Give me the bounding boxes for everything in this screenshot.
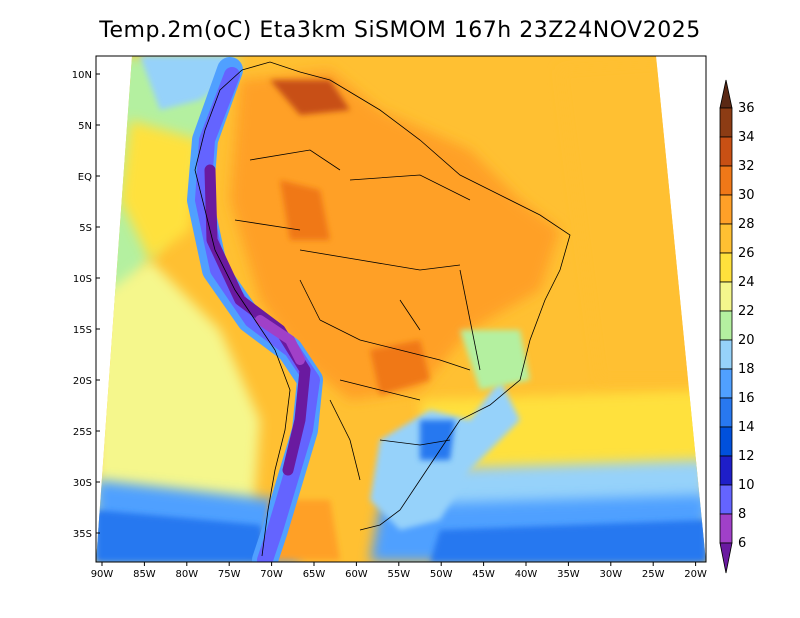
colorbar-swatch xyxy=(719,484,733,515)
lat-tick-label: 10N xyxy=(72,70,92,81)
colorbar-swatch xyxy=(719,310,733,341)
political-boundaries xyxy=(194,61,571,557)
colorbar-level-label: 34 xyxy=(738,130,755,145)
colorbar-swatch xyxy=(719,252,733,283)
lon-tick-label: 75W xyxy=(218,569,241,580)
colorbar-level-label: 28 xyxy=(738,217,755,232)
lat-tick-label: 15S xyxy=(73,325,92,336)
map-frame xyxy=(95,55,707,563)
lat-tick-label: 30S xyxy=(73,478,92,489)
colorbar-level-label: 24 xyxy=(738,275,755,290)
lon-tick-label: 60W xyxy=(345,569,368,580)
colorbar-swatch xyxy=(719,426,733,457)
colorbar-swatch xyxy=(719,223,733,254)
colorbar-level-label: 22 xyxy=(738,304,755,319)
colorbar-swatch xyxy=(719,397,733,428)
colorbar-level-label: 32 xyxy=(738,159,755,174)
colorbar-arrow-bottom xyxy=(719,542,733,574)
lon-tick-label: 80W xyxy=(175,569,198,580)
lon-tick-label: 40W xyxy=(515,569,538,580)
colorbar-level-label: 12 xyxy=(738,449,755,464)
colorbar-level-label: 16 xyxy=(738,391,755,406)
lat-tick-label: 10S xyxy=(73,274,92,285)
colorbar-level-label: 8 xyxy=(738,507,746,522)
lon-tick-label: 25W xyxy=(642,569,665,580)
colorbar-swatch xyxy=(719,107,733,138)
lat-tick-label: EQ xyxy=(78,172,92,183)
colorbar-swatch xyxy=(719,165,733,196)
colorbar-swatch xyxy=(719,339,733,370)
colorbar-level-label: 10 xyxy=(738,478,755,493)
colorbar-level-label: 20 xyxy=(738,333,755,348)
colorbar-swatch xyxy=(719,194,733,225)
colorbar-arrow-top xyxy=(719,79,733,109)
lon-tick-label: 85W xyxy=(133,569,156,580)
colorbar-level-label: 18 xyxy=(738,362,755,377)
colorbar-swatch xyxy=(719,513,733,544)
lat-tick-label: 25S xyxy=(73,427,92,438)
lon-tick-label: 70W xyxy=(260,569,283,580)
colorbar-swatch xyxy=(719,368,733,399)
colorbar-swatch xyxy=(719,136,733,167)
map-title: Temp.2m(oC) Eta3km SiSMOM 167h 23Z24NOV2… xyxy=(99,18,701,43)
latitude-axis: 10N 5N EQ 5S 10S 15S 20S 25S 30S 35S xyxy=(72,70,100,540)
colorbar-swatch xyxy=(719,455,733,486)
lon-tick-label: 50W xyxy=(430,569,453,580)
temperature-field xyxy=(96,56,706,562)
colorbar-swatch xyxy=(719,281,733,312)
lat-tick-label: 20S xyxy=(73,376,92,387)
colorbar-legend: 36 34 32 30 28 26 24 22 20 18 16 14 12 10 8 6 xyxy=(719,79,755,574)
colorbar-level-label: 30 xyxy=(738,188,755,203)
lon-tick-label: 30W xyxy=(599,569,622,580)
lat-tick-label: 5N xyxy=(78,121,92,132)
lon-tick-label: 65W xyxy=(303,569,326,580)
lat-tick-label: 35S xyxy=(73,529,92,540)
colorbar-level-label: 26 xyxy=(738,246,755,261)
lon-tick-label: 55W xyxy=(387,569,410,580)
longitude-axis: 90W 85W 80W 75W 70W 65W 60W 55W 50W 45W 40W 35W 30W 2… xyxy=(91,562,707,580)
colorbar-level-label: 14 xyxy=(738,420,755,435)
lon-tick-label: 35W xyxy=(557,569,580,580)
colorbar-level-label: 36 xyxy=(738,101,755,116)
lon-tick-label: 45W xyxy=(472,569,495,580)
lon-tick-label: 90W xyxy=(91,569,114,580)
colorbar-level-label: 6 xyxy=(738,536,746,551)
lon-tick-label: 20W xyxy=(684,569,707,580)
lat-tick-label: 5S xyxy=(79,223,92,234)
